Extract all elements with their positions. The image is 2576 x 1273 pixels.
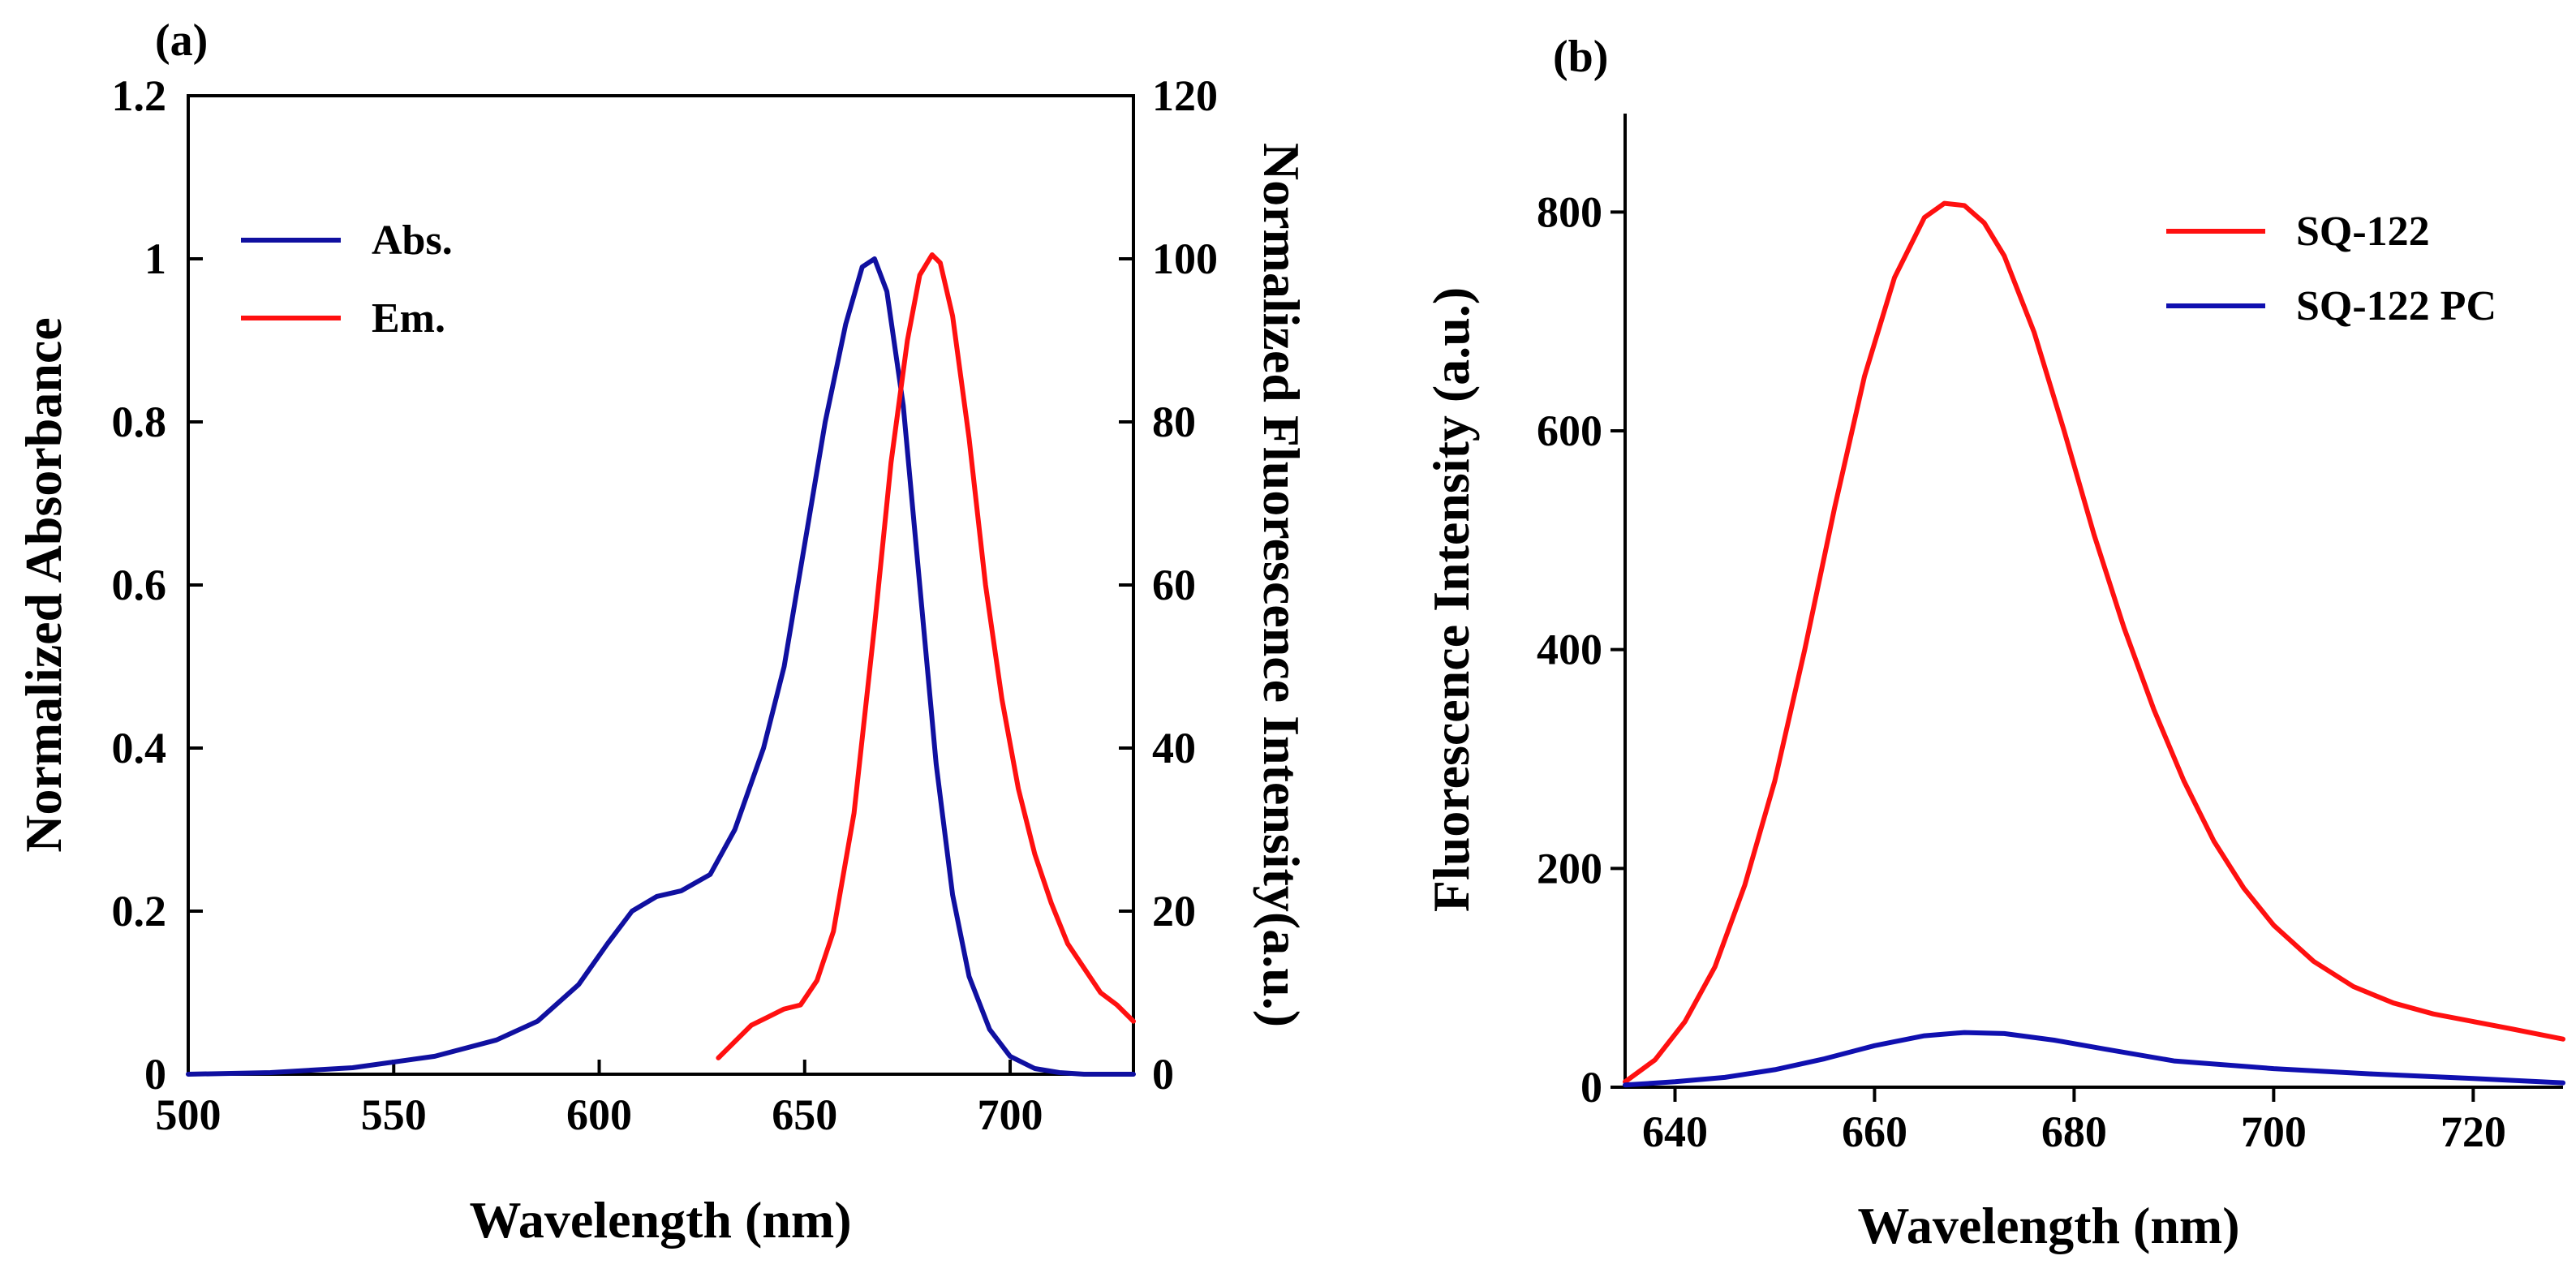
panel-b-x-tick-label: 660: [1842, 1107, 1907, 1156]
panel-b-y-tick-label: 0: [1580, 1063, 1602, 1112]
panel-a-y-tick-label: 1: [144, 234, 166, 283]
panel-b-x-axis-title: Wavelength (nm): [1857, 1197, 2239, 1254]
panel-a-y-tick-label: 0.2: [112, 887, 167, 935]
panel-b-x-tick-label: 680: [2041, 1107, 2107, 1156]
panel-b-legend: SQ-122 SQ-122 PC: [2166, 209, 2496, 329]
panel-a-series-line-em: [716, 252, 1136, 1060]
legend-label-em: Em.: [372, 295, 445, 342]
panel-a-y-tick-label: 1.2: [112, 71, 167, 120]
panel-a-y-ticks: 0 0.2 0.4 0.6 0.8 1 1.2: [112, 71, 203, 1099]
panel-b-x-ticks: 640 660 680 700 720: [1642, 1087, 2506, 1156]
panel-a-y2-ticks: 0 20 40 60 80 100 120: [1119, 71, 1218, 1099]
panel-b-y-tick-label: 800: [1537, 187, 1602, 236]
panel-label-b: (b): [1553, 32, 1608, 82]
panel-a-series: [186, 252, 1136, 1077]
panel-a-x-ticks: 500 550 600 650 700: [156, 1060, 1043, 1139]
panel-a-y2-tick-label: 120: [1152, 71, 1218, 120]
legend-label-sq122-pc: SQ-122 PC: [2296, 283, 2496, 329]
panel-a-y2-tick-label: 20: [1152, 887, 1196, 935]
panel-a-y-tick-label: 0.6: [112, 561, 167, 609]
panel-a-y-tick-label: 0.4: [112, 724, 167, 772]
panel-a-y2-tick-label: 0: [1152, 1050, 1174, 1099]
panel-b-series-line-sq122-pc: [1623, 1030, 2565, 1088]
panel-a-x-axis-title: Wavelength (nm): [469, 1191, 851, 1249]
panel-a-y2-tick-label: 40: [1152, 724, 1196, 772]
panel-a-x-tick-label: 500: [156, 1090, 221, 1139]
legend-label-sq122: SQ-122: [2296, 209, 2430, 255]
panel-label-a: (a): [155, 15, 208, 66]
panel-a-x-tick-label: 650: [772, 1090, 837, 1139]
panel-b-y-tick-label: 400: [1537, 626, 1602, 674]
panel-b-y-axis-title: Fluorescence Intensity (a.u.): [1422, 287, 1480, 912]
panel-a-y-axis-title: Normalized Absorbance: [15, 317, 72, 853]
panel-a-y2-tick-label: 80: [1152, 398, 1196, 446]
panel-a-y2-axis-title: Normalized Fluorescence Intensity(a.u.): [1253, 143, 1310, 1027]
panel-b-y-tick-label: 600: [1537, 406, 1602, 455]
panel-a-series-line-abs: [186, 256, 1136, 1077]
panel-b-y-ticks: 0 200 400 600 800: [1537, 187, 1625, 1112]
panel-b-series: [1623, 200, 2565, 1088]
panel-a-y-tick-label: 0: [144, 1050, 166, 1099]
panel-a-y2-tick-label: 60: [1152, 561, 1196, 609]
panel-b: (b) 640 660 680 700 720 0 200 400 600 800 Wavele…: [1422, 32, 2565, 1254]
panel-a-x-tick-label: 550: [361, 1090, 427, 1139]
panel-b-y-tick-label: 200: [1537, 844, 1602, 892]
panel-a-y2-tick-label: 100: [1152, 234, 1218, 283]
panel-b-series-line-sq122: [1623, 200, 2565, 1085]
panel-a-x-tick-label: 700: [978, 1090, 1043, 1139]
panel-b-x-tick-label: 720: [2441, 1107, 2506, 1156]
panel-b-x-tick-label: 640: [1642, 1107, 1708, 1156]
panel-a-y-tick-label: 0.8: [112, 398, 167, 446]
panel-a: (a) 500 550 600 650 700 0 0.2 0.4 0.6 0.8 1 1.2 0 2…: [15, 15, 1310, 1249]
panel-a-x-tick-label: 600: [566, 1090, 632, 1139]
legend-label-abs: Abs.: [372, 217, 453, 264]
panel-a-legend: Abs. Em.: [241, 217, 453, 342]
panel-b-x-tick-label: 700: [2241, 1107, 2307, 1156]
